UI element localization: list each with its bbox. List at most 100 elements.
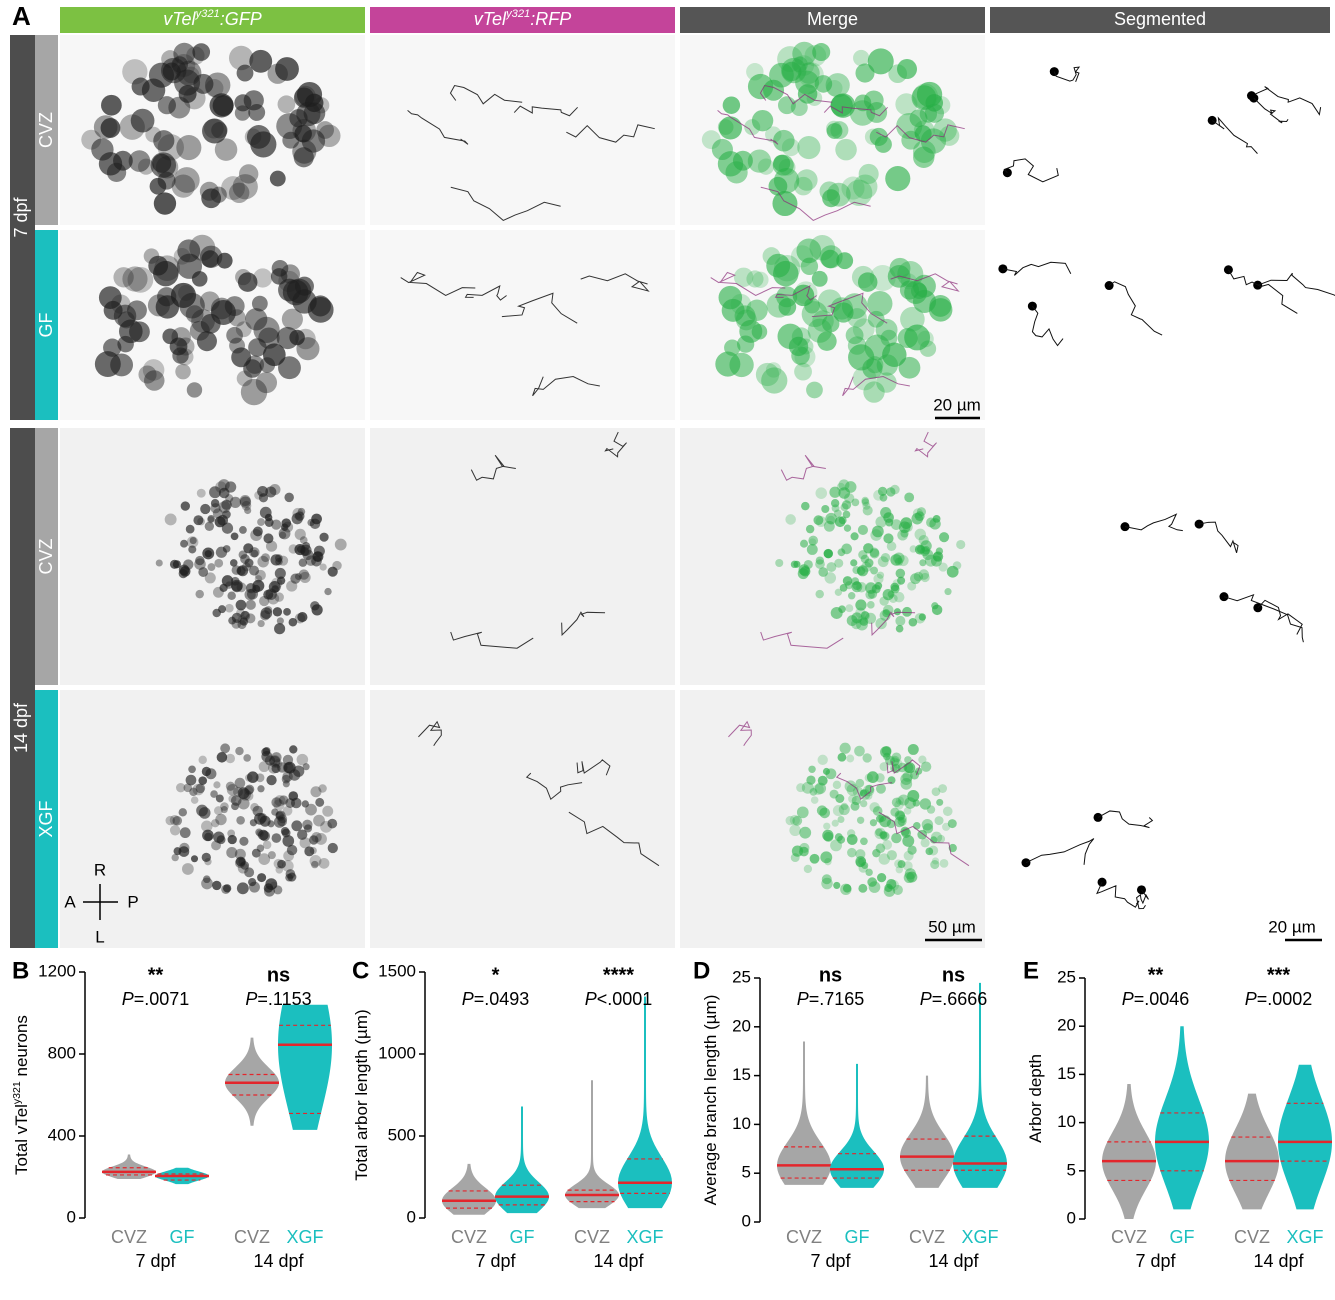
cell-body-merge bbox=[921, 838, 930, 847]
p-number: <.0001 bbox=[597, 989, 653, 1009]
cell-body-merge bbox=[763, 247, 781, 265]
cell-body bbox=[238, 272, 258, 292]
cell-body bbox=[231, 347, 251, 367]
cell-body bbox=[200, 246, 222, 268]
cell-body-merge bbox=[840, 743, 851, 754]
cell-body bbox=[189, 788, 197, 796]
cell-body bbox=[283, 755, 293, 765]
cell-body-merge bbox=[897, 577, 905, 585]
cell-body-merge bbox=[867, 601, 875, 609]
cell-body bbox=[307, 519, 314, 526]
cell-body-merge bbox=[940, 859, 949, 868]
significance: ns bbox=[267, 964, 290, 986]
cell-body-merge bbox=[851, 498, 859, 506]
panel-label: D bbox=[693, 957, 710, 984]
cell-body-merge bbox=[815, 487, 827, 499]
cell-body bbox=[225, 604, 234, 613]
panel-label: C bbox=[352, 957, 369, 984]
cell-body-merge bbox=[722, 299, 745, 322]
cell-body-merge bbox=[904, 872, 915, 883]
cell-body-merge bbox=[879, 853, 890, 864]
cell-body bbox=[213, 95, 234, 116]
cell-body bbox=[265, 755, 275, 765]
cell-body bbox=[150, 178, 167, 195]
y-tick-label: 15 bbox=[1057, 1064, 1076, 1083]
cell-body bbox=[113, 267, 133, 287]
cell-body-merge bbox=[901, 273, 917, 289]
y-tick-label: 1000 bbox=[378, 1043, 416, 1062]
group-label: 14 dpf bbox=[253, 1251, 304, 1271]
cell-body-merge bbox=[806, 525, 814, 533]
cell-body bbox=[101, 95, 122, 116]
cell-body-merge bbox=[939, 532, 949, 542]
cell-body-merge bbox=[841, 544, 852, 555]
cell-body bbox=[199, 807, 211, 819]
y-tick-label: 20 bbox=[1057, 1016, 1076, 1035]
cell-body bbox=[191, 855, 198, 862]
cell-body-merge bbox=[870, 819, 877, 826]
cell-body bbox=[302, 800, 309, 807]
cell-body bbox=[271, 585, 279, 593]
cell-body-merge bbox=[931, 602, 938, 609]
age-bar bbox=[10, 428, 35, 948]
cell-body-merge bbox=[821, 505, 829, 513]
cell-body bbox=[233, 174, 258, 199]
significance: ** bbox=[148, 964, 164, 986]
cell-body bbox=[138, 159, 154, 175]
cell-body-merge bbox=[908, 744, 919, 755]
cell-body bbox=[180, 566, 191, 577]
cell-body bbox=[200, 504, 210, 514]
cell-body bbox=[284, 493, 293, 502]
violin bbox=[1155, 1026, 1209, 1209]
p-value: P=.0002 bbox=[1245, 989, 1313, 1009]
cell-body-merge bbox=[855, 599, 866, 610]
cell-body bbox=[187, 382, 202, 397]
scale-bar-label: 20 µm bbox=[1268, 917, 1316, 936]
y-tick-label: 0 bbox=[1067, 1208, 1076, 1227]
cell-body-merge bbox=[939, 126, 959, 146]
cell-body bbox=[297, 612, 307, 622]
cell-body bbox=[217, 515, 228, 526]
x-tick-label: CVZ bbox=[111, 1227, 147, 1247]
panel-label: E bbox=[1023, 957, 1039, 984]
cell-body-merge bbox=[943, 806, 953, 816]
cell-body bbox=[335, 539, 347, 551]
y-axis-label: Arbor depth bbox=[1026, 1054, 1045, 1143]
y-axis-label-part: y321 bbox=[11, 1081, 23, 1104]
cell-body-merge bbox=[944, 588, 951, 595]
cell-body bbox=[258, 853, 270, 865]
cell-body bbox=[232, 565, 242, 575]
x-tick-label: CVZ bbox=[574, 1227, 610, 1247]
cell-body-merge bbox=[831, 607, 843, 619]
cell-body-merge bbox=[862, 502, 870, 510]
image-panel bbox=[370, 690, 675, 948]
image-panel bbox=[990, 230, 1330, 420]
cell-body-merge bbox=[769, 177, 788, 196]
cell-body bbox=[237, 371, 253, 387]
cell-body-merge bbox=[896, 866, 903, 873]
cell-body-merge bbox=[817, 331, 836, 350]
cell-body bbox=[217, 752, 228, 763]
image-panel bbox=[990, 690, 1330, 948]
x-tick-label: GF bbox=[1170, 1227, 1195, 1247]
cell-body bbox=[81, 130, 101, 150]
cell-body-merge bbox=[779, 159, 796, 176]
cell-body-merge bbox=[856, 779, 865, 788]
cell-body bbox=[291, 820, 302, 831]
y-tick-label: 1200 bbox=[38, 961, 76, 980]
column-title-part: Merge bbox=[807, 9, 858, 29]
cell-body bbox=[165, 513, 177, 525]
p-value: P=.0071 bbox=[122, 989, 190, 1009]
cell-body bbox=[328, 843, 338, 853]
cell-body-merge bbox=[820, 245, 843, 268]
cell-body bbox=[237, 65, 254, 82]
cell-body bbox=[197, 489, 206, 498]
cell-body-merge bbox=[876, 372, 896, 392]
cell-body-merge bbox=[833, 882, 840, 889]
cell-body-merge bbox=[804, 865, 812, 873]
cell-body bbox=[156, 559, 163, 566]
cell-body-merge bbox=[850, 559, 857, 566]
cell-body bbox=[311, 556, 322, 567]
cell-body-merge bbox=[851, 619, 862, 630]
cell-body-merge bbox=[861, 555, 870, 564]
